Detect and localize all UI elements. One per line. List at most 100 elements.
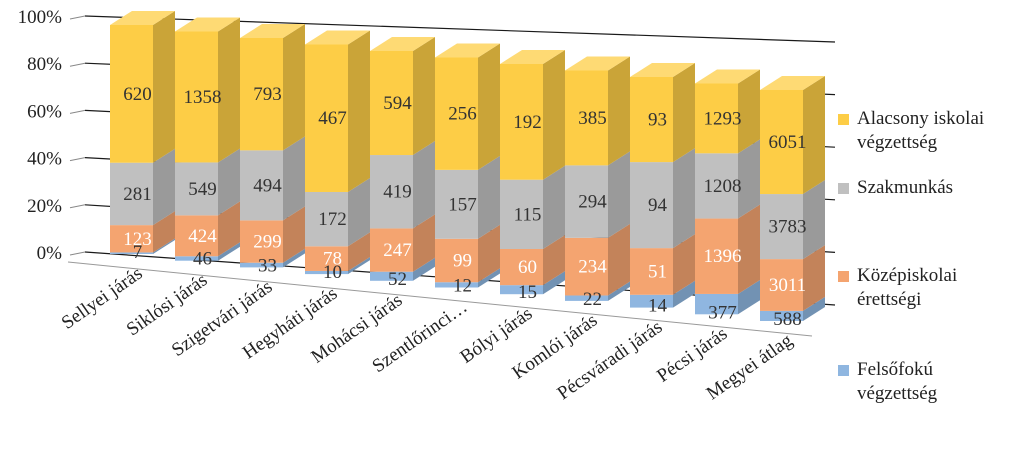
data-label: 6051: [769, 132, 807, 153]
bar-side: [543, 50, 565, 180]
bar-top: [240, 24, 305, 38]
bar-side: [673, 63, 695, 163]
bar-side: [608, 223, 630, 296]
data-label: 157: [448, 194, 477, 215]
bar-top: [760, 76, 825, 90]
bar-segment: [500, 249, 543, 286]
data-label: 78: [323, 249, 342, 270]
bar-top: [500, 50, 565, 64]
bar-top: [435, 43, 500, 58]
data-label: 1358: [184, 87, 222, 108]
data-label: 494: [253, 175, 282, 196]
bar-segment: [175, 256, 218, 261]
legend-swatch-szakmunkas: [838, 183, 849, 194]
data-label: 3783: [769, 217, 807, 238]
y-tick-mark: [69, 109, 86, 114]
bar-side: [348, 232, 370, 271]
bar-segment: [630, 294, 673, 308]
data-label: 467: [318, 108, 347, 129]
bar-side: [673, 280, 695, 308]
data-label: 419: [383, 182, 412, 203]
data-label: 12: [453, 276, 472, 297]
data-label: 294: [578, 192, 607, 213]
data-label: 588: [773, 309, 802, 330]
bar-side: [153, 148, 175, 226]
bar-side: [803, 296, 825, 321]
bar-segment: [630, 248, 673, 295]
data-label: 123: [123, 229, 152, 250]
bar-side: [738, 204, 760, 294]
floor-line: [67, 261, 813, 337]
data-label: 385: [578, 108, 607, 129]
bar-side: [413, 141, 435, 229]
data-label: 46: [193, 249, 212, 270]
bar-side: [413, 37, 435, 156]
data-label: 1396: [704, 246, 742, 267]
data-label: 234: [578, 257, 607, 278]
bar-segment: [305, 191, 348, 247]
bar-segment: [175, 215, 218, 257]
bar-segment: [695, 153, 738, 219]
bar-segment: [565, 295, 608, 301]
bar-side: [218, 17, 240, 163]
data-label: 299: [253, 232, 282, 253]
bar-segment: [175, 162, 218, 216]
data-label: 60: [518, 257, 537, 278]
bar-side: [803, 245, 825, 311]
data-label: 10: [323, 262, 342, 283]
y-tick-mark: [69, 251, 86, 256]
bar-segment: [305, 246, 348, 271]
data-label: 99: [453, 251, 472, 272]
bar-segment: [760, 194, 803, 260]
y-axis: 0% 20% 40% 60% 80% 100%: [18, 7, 86, 264]
bar-segment: [110, 25, 153, 163]
bar-side: [738, 69, 760, 154]
bar-side: [218, 148, 240, 216]
bar-side: [283, 136, 305, 221]
bar-side: [608, 56, 630, 166]
data-label: 33: [258, 255, 277, 276]
bar-side: [478, 43, 500, 170]
data-label: 793: [253, 84, 282, 105]
bar-side: [543, 271, 565, 295]
data-label: 14: [648, 296, 668, 317]
bar-segment: [500, 285, 543, 295]
data-label: 1208: [704, 176, 742, 197]
data-label: 247: [383, 240, 412, 261]
bar-top: [695, 69, 760, 84]
y-tick-label: 0%: [37, 243, 63, 264]
legend-item-alacsony: Alacsony iskolai végzettség: [838, 107, 1007, 155]
legend: Alacsony iskolai végzettség Szakmunkás K…: [838, 0, 1036, 459]
bar-segment: [500, 64, 543, 180]
data-label: 281: [123, 184, 152, 205]
bar-segment: [305, 44, 348, 192]
bar-side: [738, 279, 760, 315]
bar-side: [543, 235, 565, 286]
bar-segment: [695, 83, 738, 154]
y-tick-label: 20%: [27, 196, 62, 217]
bar-top: [305, 30, 370, 45]
data-label: 22: [583, 289, 602, 310]
bar-segment: [630, 77, 673, 163]
bar-segment: [240, 220, 283, 263]
bar-side: [803, 180, 825, 260]
bar-side: [153, 11, 175, 163]
data-label: 115: [514, 204, 542, 225]
bar-segment: [435, 238, 478, 283]
y-tick-mark: [69, 157, 86, 162]
bar-segment: [370, 155, 413, 229]
legend-label-kozepiskolai: Középiskolai érettségi: [857, 265, 958, 310]
data-label: 549: [188, 179, 217, 200]
legend-swatch-felsofoku: [838, 365, 849, 376]
bar-side: [478, 155, 500, 239]
bar-top: [175, 17, 240, 32]
data-label: 192: [513, 112, 542, 133]
bar-segment: [760, 259, 803, 311]
bar-segment: [305, 270, 348, 275]
bar-side: [413, 214, 435, 272]
legend-item-felsofoku: Felsőfokú végzettség: [838, 358, 1007, 406]
bar-segment: [565, 165, 608, 238]
data-label: 7: [133, 242, 143, 263]
bar-segment: [175, 31, 218, 163]
